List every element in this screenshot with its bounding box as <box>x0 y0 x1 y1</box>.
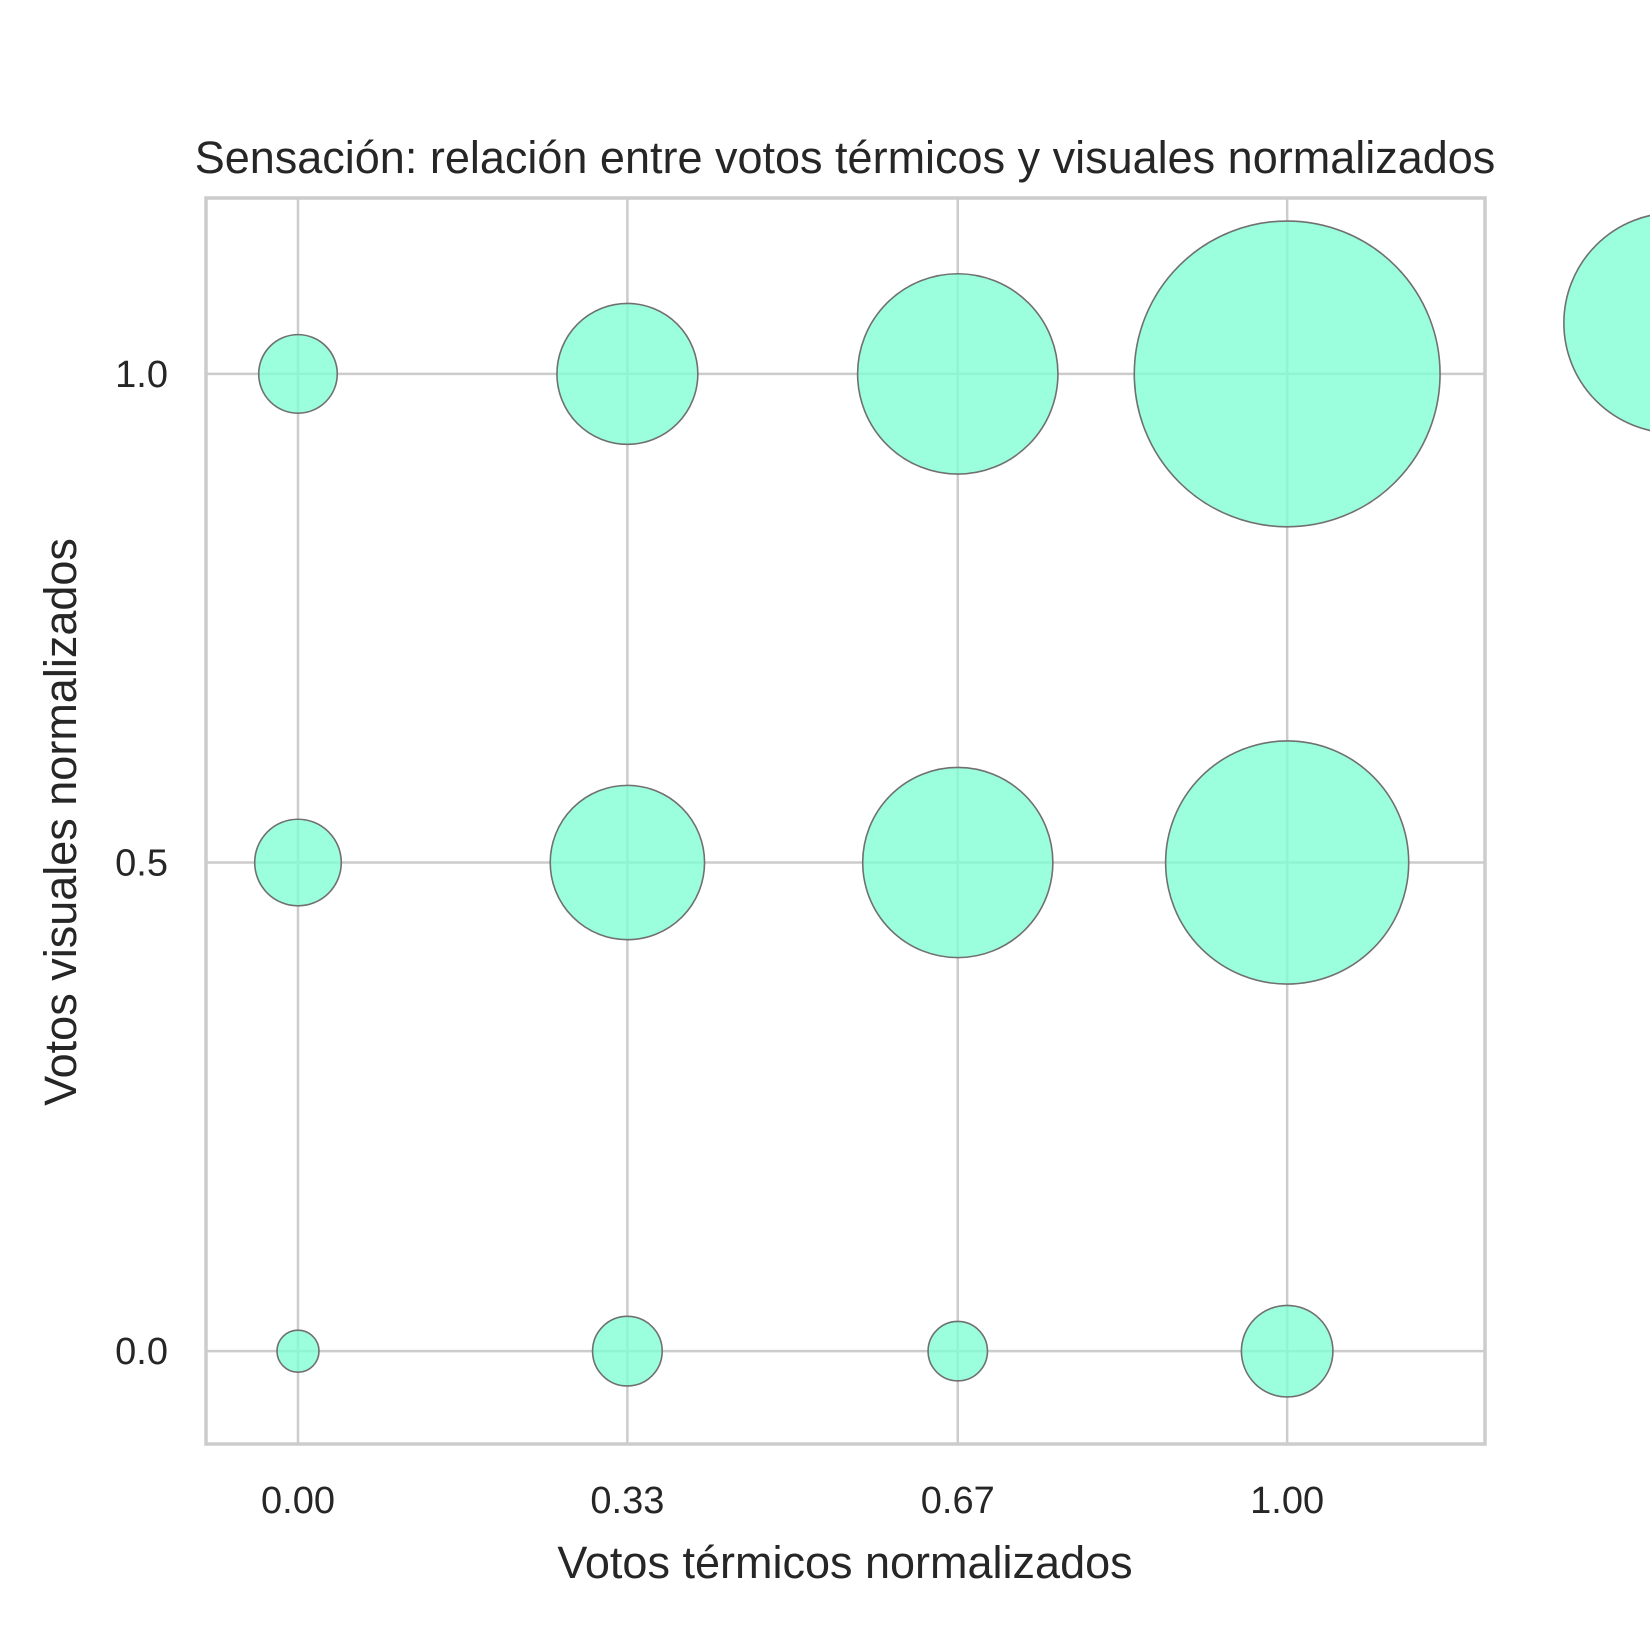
x-tick-label: 0.00 <box>261 1480 335 1522</box>
legend-marker <box>1563 214 1650 432</box>
x-tick-label: 0.67 <box>921 1480 995 1522</box>
x-axis-label: Votos térmicos normalizados <box>557 1537 1132 1588</box>
data-bubble <box>591 1315 664 1387</box>
chart-title: Sensación: relación entre votos térmicos… <box>195 132 1496 183</box>
legend <box>1563 214 1650 432</box>
data-bubble <box>861 766 1054 959</box>
plot-frame <box>204 196 1487 1446</box>
y-axis-label: Votos visuales normalizados <box>35 538 86 1106</box>
y-tick-label: 1.0 <box>115 354 168 396</box>
data-bubble <box>856 272 1059 475</box>
y-tick-label: 0.0 <box>115 1331 168 1373</box>
data-bubble <box>1133 220 1441 528</box>
bubble-series <box>253 220 1441 1398</box>
data-bubble <box>257 333 339 414</box>
data-bubble <box>549 784 706 941</box>
y-tick-labels: 0.0 0.5 1.0 <box>115 354 168 1373</box>
x-tick-labels: 0.00 0.33 0.67 1.00 <box>261 1480 1324 1522</box>
data-bubble <box>1164 740 1410 985</box>
data-bubble <box>1240 1304 1334 1398</box>
x-tick-label: 0.33 <box>590 1480 664 1522</box>
data-bubble <box>927 1320 989 1382</box>
data-bubble <box>253 818 343 907</box>
x-tick-label: 1.00 <box>1250 1480 1324 1522</box>
data-bubble <box>276 1329 320 1373</box>
data-bubble <box>556 302 699 446</box>
y-tick-label: 0.5 <box>115 843 168 885</box>
